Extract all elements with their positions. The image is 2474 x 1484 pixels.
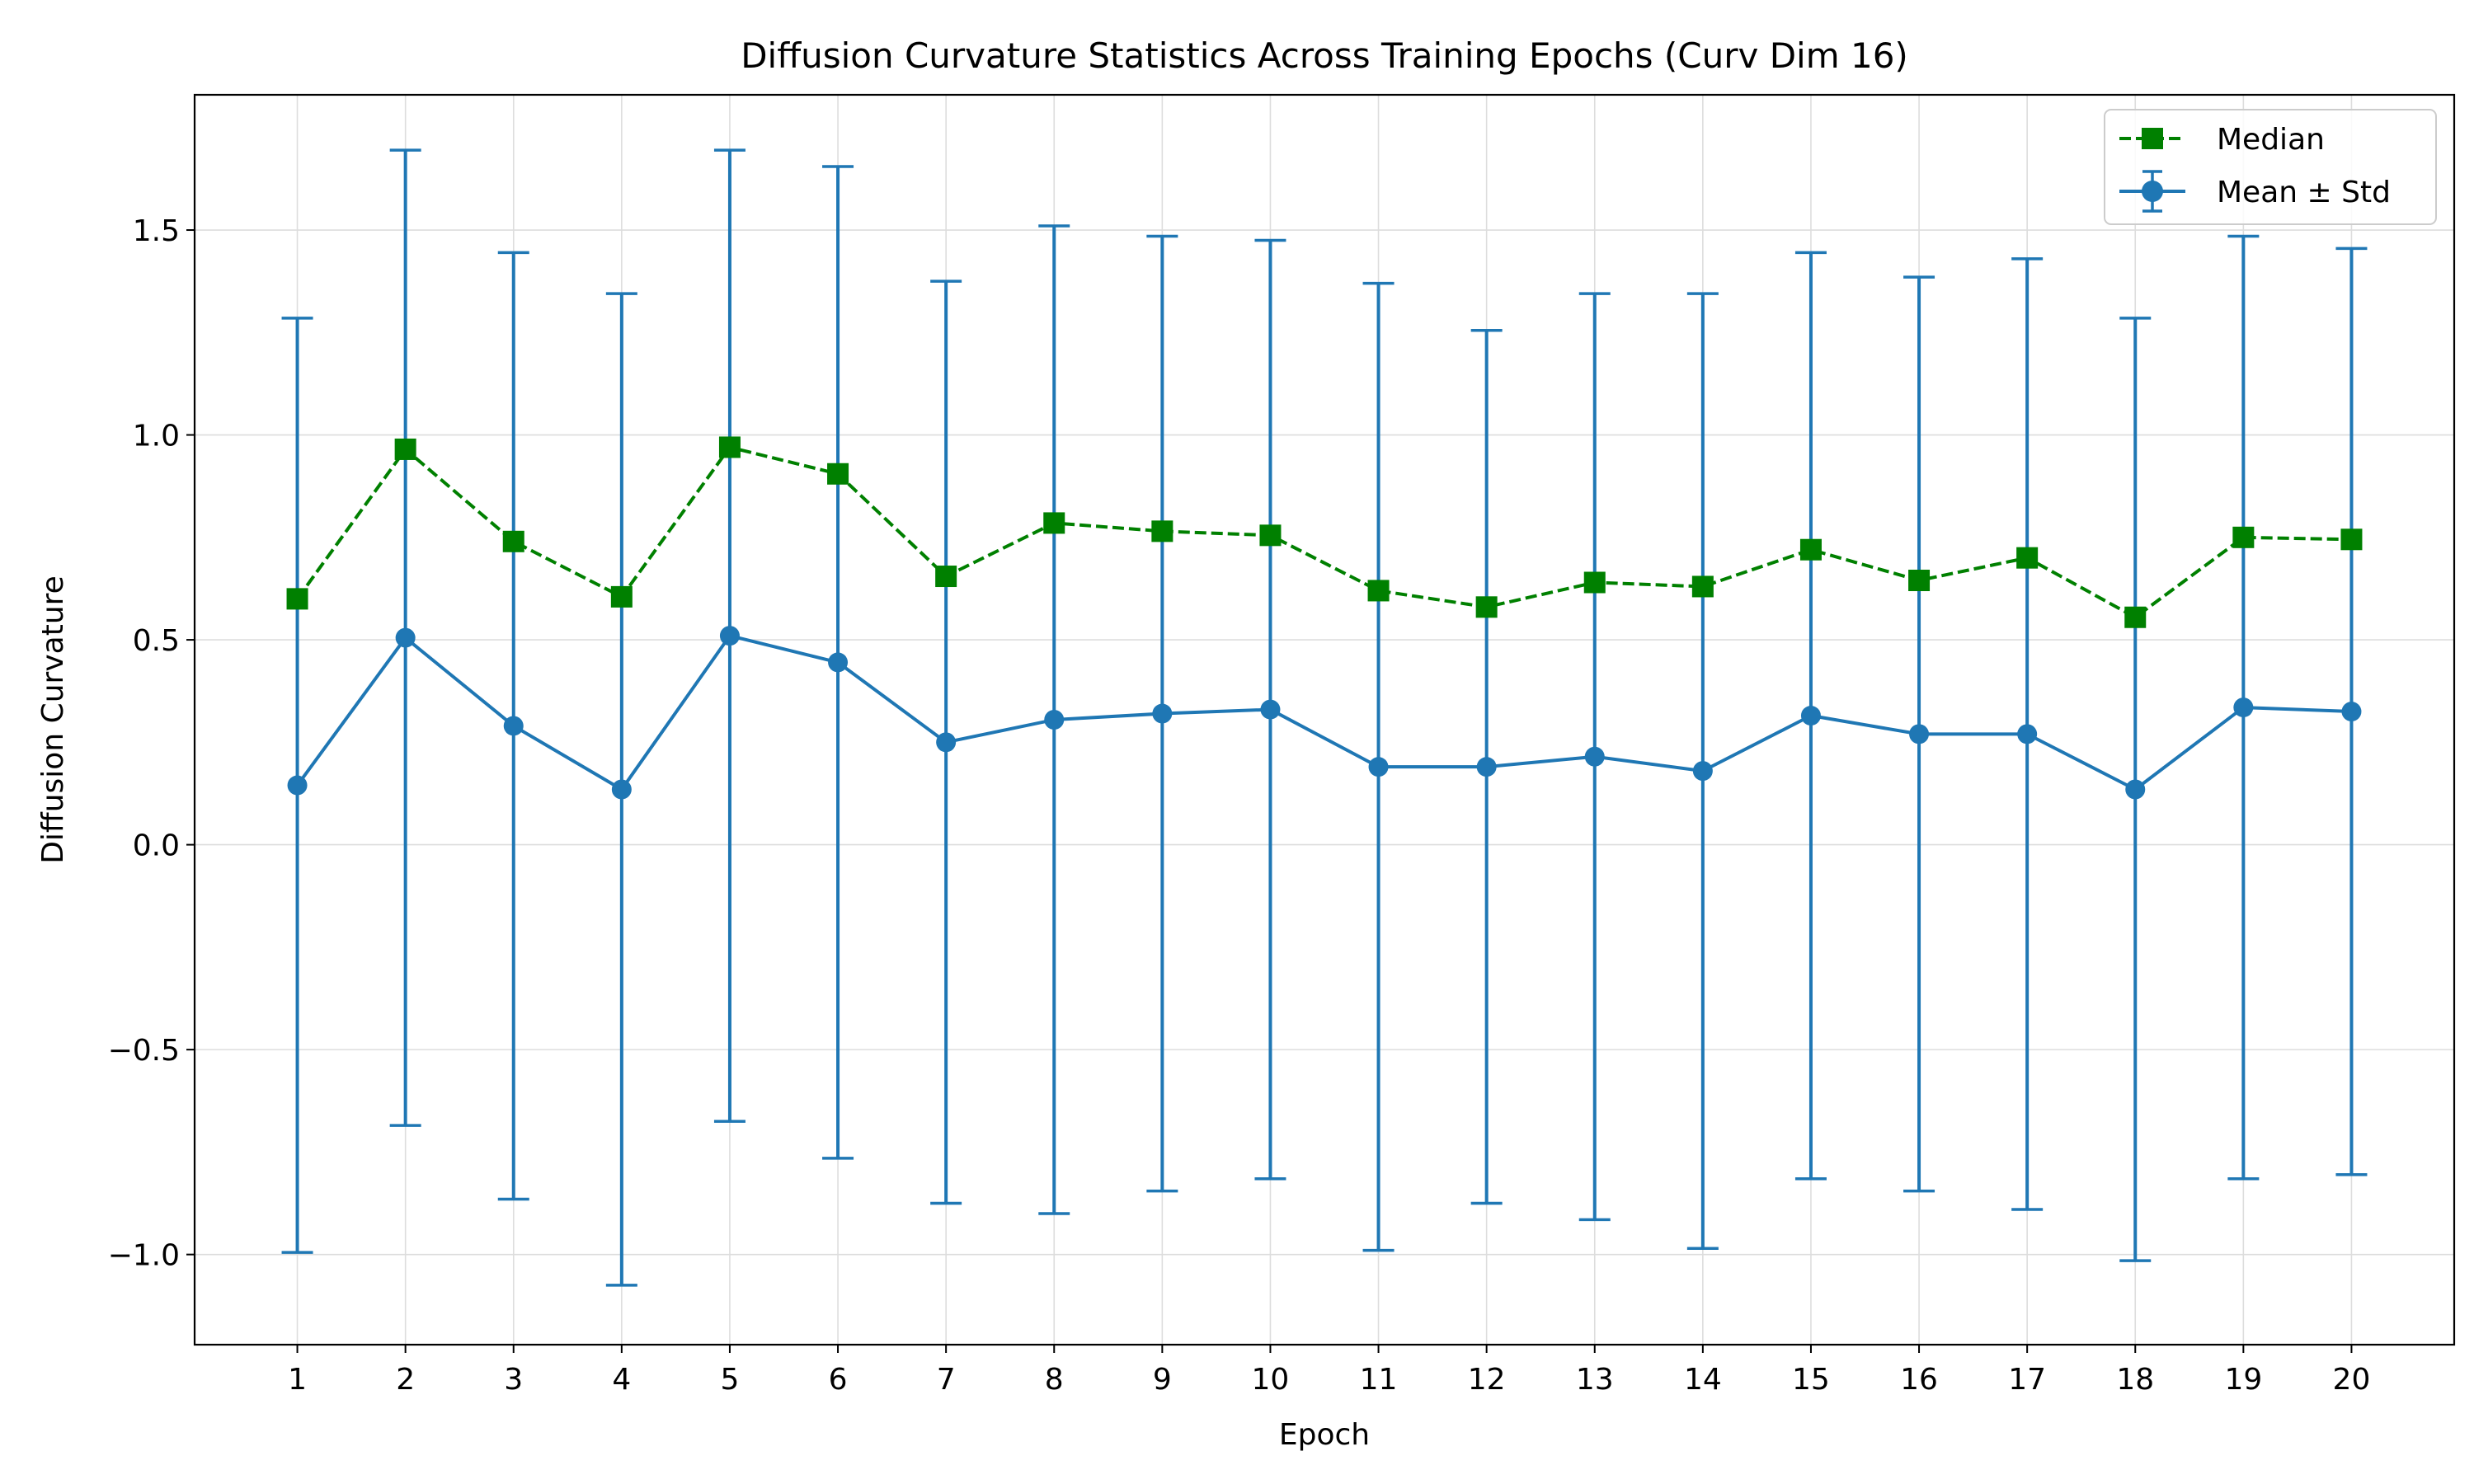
x-tick-label: 6 <box>829 1363 848 1397</box>
y-tick-label: 1.5 <box>133 214 180 248</box>
median-point <box>502 530 524 552</box>
mean-point <box>1800 706 1821 726</box>
x-tick-label: 12 <box>1468 1363 1506 1397</box>
y-tick-label: −0.5 <box>108 1034 180 1068</box>
y-tick-label: −1.0 <box>108 1239 180 1273</box>
median-point <box>2232 526 2255 548</box>
mean-point <box>936 732 957 753</box>
x-tick-label: 8 <box>1045 1363 1064 1397</box>
x-tick-label: 2 <box>396 1363 415 1397</box>
median-point <box>1583 571 1606 594</box>
median-point <box>935 566 957 588</box>
mean-point <box>1260 699 1281 720</box>
median-point <box>1799 538 1822 561</box>
y-tick-label: 0.0 <box>133 829 180 863</box>
median-point <box>394 438 416 460</box>
mean-point <box>2233 697 2254 718</box>
mean-point <box>287 775 308 796</box>
y-axis-label: Diffusion Curvature <box>36 575 70 864</box>
legend-mean-marker <box>2142 181 2163 202</box>
mean-point <box>1476 757 1497 777</box>
legend-mean-label: Mean ± Std <box>2217 176 2391 209</box>
x-tick-label: 11 <box>1360 1363 1398 1397</box>
x-tick-label: 4 <box>612 1363 631 1397</box>
median-point <box>718 436 741 458</box>
x-tick-label: 17 <box>2008 1363 2046 1397</box>
median-point <box>1475 596 1498 618</box>
median-line <box>295 445 2352 620</box>
median-point <box>2340 528 2363 551</box>
chart-title: Diffusion Curvature Statistics Across Tr… <box>741 35 1908 76</box>
y-tick-label: 1.0 <box>133 420 180 453</box>
median-point <box>1259 524 1282 547</box>
mean-point <box>2341 702 2362 722</box>
mean-point <box>828 652 849 673</box>
x-tick-label: 19 <box>2224 1363 2262 1397</box>
mean-point <box>1152 703 1173 724</box>
median-point <box>1908 570 1931 592</box>
x-tick-label: 10 <box>1252 1363 1290 1397</box>
x-tick-label: 18 <box>2116 1363 2154 1397</box>
median-point <box>286 588 308 610</box>
legend: Median Mean ± Std <box>2104 109 2437 225</box>
mean-point <box>611 779 632 800</box>
x-tick-label: 1 <box>288 1363 307 1397</box>
legend-median-label: Median <box>2217 123 2325 157</box>
mean-point <box>2125 779 2146 800</box>
legend-entry-mean: Mean ± Std <box>2119 170 2391 213</box>
mean-line <box>295 634 2352 791</box>
x-tick-label: 15 <box>1792 1363 1830 1397</box>
series-layer <box>281 148 2368 1287</box>
median-point <box>1043 512 1065 534</box>
mean-point <box>503 716 524 736</box>
median-point <box>610 585 633 608</box>
mean-point <box>2017 724 2038 744</box>
x-tick-label: 5 <box>720 1363 739 1397</box>
median-point <box>1691 575 1714 598</box>
legend-box <box>2104 109 2437 225</box>
y-axis: −1.0 −0.5 0.0 0.5 1.0 1.5 <box>108 214 195 1273</box>
legend-median-marker <box>2142 128 2163 149</box>
y-tick-label: 0.5 <box>133 624 180 658</box>
legend-entry-median: Median <box>2119 123 2325 157</box>
plot-frame <box>193 93 2456 1346</box>
x-tick-label: 20 <box>2333 1363 2371 1397</box>
x-tick-label: 14 <box>1684 1363 1722 1397</box>
x-tick-label: 3 <box>504 1363 523 1397</box>
x-tick-label: 13 <box>1576 1363 1614 1397</box>
mean-point <box>1368 757 1389 777</box>
mean-point <box>395 627 416 648</box>
median-point <box>1367 580 1390 602</box>
mean-point <box>1044 710 1065 730</box>
x-axis-label: Epoch <box>1279 1418 1370 1452</box>
mean-point <box>1909 724 1930 744</box>
median-point <box>2016 547 2039 569</box>
mean-point <box>719 626 740 646</box>
x-tick-label: 9 <box>1153 1363 1172 1397</box>
median-point <box>2124 606 2147 628</box>
x-tick-label: 7 <box>937 1363 956 1397</box>
x-axis: 1 2 3 4 5 6 7 8 9 10 11 12 13 14 15 16 17 18 19 20 <box>288 1345 2370 1397</box>
median-point <box>827 463 849 485</box>
mean-point <box>1584 746 1605 767</box>
x-tick-label: 16 <box>1900 1363 1938 1397</box>
median-point <box>1151 520 1174 542</box>
mean-point <box>1692 761 1713 782</box>
